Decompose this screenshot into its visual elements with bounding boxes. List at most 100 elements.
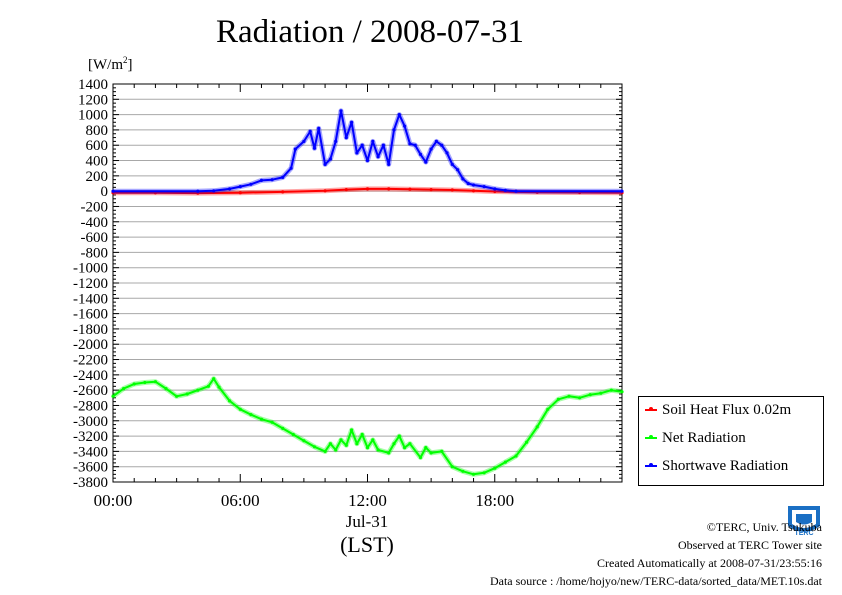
y-axis: 1400120010008006004002000-200-400-600-80… [73,77,622,491]
legend-label: Shortwave Radiation [662,458,789,474]
series-point-1 [328,442,332,446]
series-point-1 [323,449,327,453]
series-point-1 [339,438,343,442]
series-point-1 [392,442,396,446]
series-point-2 [493,187,497,191]
x-date-label: Jul-31 [346,512,389,531]
y-tick-label: -2400 [73,368,108,384]
footer-copyright: ©TERC, Univ. Tsukuba [706,520,822,534]
legend-swatch-shortwave [645,462,657,467]
y-tick-label: -400 [81,215,109,231]
y-tick-label: 1400 [78,77,108,93]
series-point-1 [249,413,253,417]
series-point-1 [546,407,550,411]
legend-swatch-net-radiation [645,434,657,439]
chart-title: Radiation / 2008-07-31 [216,14,524,50]
series-point-1 [609,388,614,392]
series-point-2 [456,168,460,172]
y-tick-label: -2800 [73,398,108,414]
series-point-1 [143,380,147,385]
series-point-2 [308,129,312,134]
series-point-2 [392,128,396,132]
series-point-1 [302,439,306,443]
series-point-2 [312,146,317,150]
series-point-2 [450,162,454,166]
footer-observed: Observed at TERC Tower site [677,538,822,552]
series-lines [111,108,624,477]
series-point-1 [355,442,359,446]
legend-item-net-radiation: Net Radiation [645,430,746,447]
series-point-1 [238,407,242,411]
series-point-1 [291,432,295,437]
series-point-1 [228,399,232,403]
series-point-1 [376,448,380,452]
series-point-0 [450,188,454,192]
series-point-1 [403,446,407,450]
series-point-2 [440,143,444,147]
series-point-0 [323,189,327,193]
series-point-1 [175,394,179,398]
y-tick-label: -2000 [73,337,108,353]
y-tick-label: -3000 [73,414,108,430]
series-point-1 [556,397,561,401]
series-point-2 [620,189,624,193]
y-tick-label: 0 [101,184,109,200]
series-point-2 [212,189,216,193]
series-point-2 [503,188,507,192]
y-tick-label: -1400 [73,291,108,307]
series-point-1 [620,390,624,394]
series-point-1 [535,425,539,429]
series-point-2 [397,113,401,117]
y-tick-label: -200 [81,199,109,215]
series-point-1 [482,471,486,475]
series-point-1 [132,382,136,386]
series-point-2 [466,181,470,186]
series-point-1 [387,451,391,455]
series-point-2 [323,162,327,166]
series-point-1 [567,394,571,398]
y-tick-label: -600 [81,230,109,246]
series-point-1 [350,428,354,432]
series-point-2 [317,126,321,130]
y-tick-label: -1800 [73,322,108,338]
series-point-2 [328,157,332,161]
series-line-1 [112,377,623,476]
series-point-2 [339,109,343,113]
series-point-2 [196,189,200,193]
series-point-2 [514,189,518,193]
grid [113,83,622,483]
series-point-2 [365,158,370,163]
terc-logo-icon [788,506,820,532]
x-axis-label: (LST) [340,532,394,557]
series-point-2 [334,139,338,143]
series-point-2 [270,178,274,182]
series-point-2 [429,147,433,151]
series-point-2 [434,139,438,143]
series-point-1 [525,440,529,444]
series-point-2 [355,151,359,155]
series-point-2 [360,143,364,147]
series-point-0 [429,188,433,192]
series-point-2 [289,166,293,170]
y-tick-label: 800 [86,123,109,139]
x-axis: 00:00 06:00 12:00 18:00 [94,84,623,510]
x-tick-label: 18:00 [475,491,514,510]
series-point-2 [461,177,465,181]
series-point-2 [381,143,385,147]
y-tick-label: -2600 [73,383,108,399]
series-point-2 [259,178,264,182]
y-unit-label: [W/m2] [88,55,133,73]
series-halo-2 [113,108,622,194]
series-point-2 [281,175,285,179]
series-point-1 [217,385,221,389]
y-tick-label: 1200 [78,92,108,108]
series-point-1 [450,465,454,469]
series-point-2 [302,139,306,143]
series-point-0 [387,187,391,191]
series-point-0 [471,189,476,193]
series-point-2 [482,185,486,189]
series-point-2 [238,185,242,189]
series-point-0 [493,189,497,194]
y-tick-label: -3800 [73,475,108,491]
series-point-2 [413,143,417,147]
